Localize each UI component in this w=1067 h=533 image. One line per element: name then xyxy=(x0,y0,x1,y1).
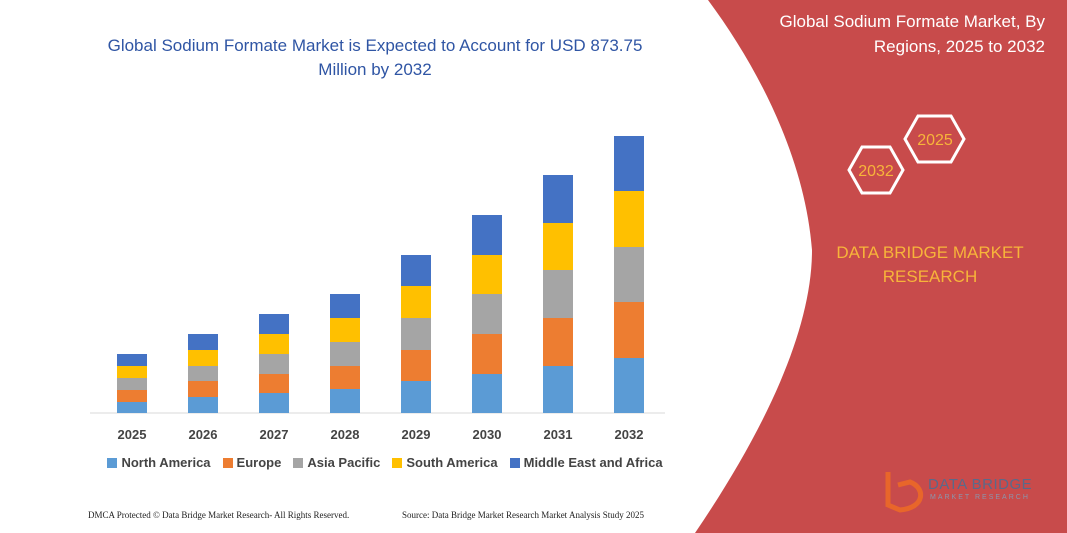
bar-segment xyxy=(330,318,360,342)
bar-segment xyxy=(117,366,147,378)
bar-segment xyxy=(117,378,147,390)
hexagon-label: 2025 xyxy=(917,132,953,149)
bar-segment xyxy=(117,402,147,413)
bar-segment xyxy=(401,350,431,381)
legend-swatch xyxy=(509,457,520,468)
bar-segment xyxy=(614,358,644,413)
bar-segment xyxy=(117,354,147,366)
logo-icon xyxy=(885,472,923,513)
bar-segment xyxy=(543,366,573,413)
legend-swatch xyxy=(293,457,304,468)
bar-segment xyxy=(330,342,360,366)
bar-segment xyxy=(188,334,218,350)
bar-segment xyxy=(543,175,573,223)
legend-item: South America xyxy=(392,455,498,470)
logo-name: DATA BRIDGE xyxy=(928,476,1033,493)
bar-segment xyxy=(259,354,289,374)
bar-segment xyxy=(188,397,218,413)
legend: North America Europe Asia Pacific South Ame… xyxy=(60,455,710,470)
hexagon xyxy=(847,145,905,195)
x-tick-label: 2032 xyxy=(615,427,644,442)
legend-swatch xyxy=(392,457,403,468)
x-tick-label: 2031 xyxy=(544,427,573,442)
legend-label: North America xyxy=(121,455,211,470)
bar-segment xyxy=(188,381,218,397)
x-tick-label: 2025 xyxy=(118,427,147,442)
legend-item: Asia Pacific xyxy=(293,455,380,470)
legend-label: South America xyxy=(406,455,498,470)
footer-right: Source: Data Bridge Market Research Mark… xyxy=(402,510,644,520)
bar-segment xyxy=(614,191,644,247)
hexagon xyxy=(903,114,966,164)
bar-segment xyxy=(543,318,573,366)
bar-segment xyxy=(614,247,644,302)
legend-item: Middle East and Africa xyxy=(509,455,663,470)
panel-title: Global Sodium Formate Market, By Regions… xyxy=(779,12,1045,56)
chart-title: Global Sodium Formate Market is Expected… xyxy=(107,36,643,79)
bar-segment xyxy=(259,334,289,354)
legend-swatch xyxy=(222,457,233,468)
bar-segment xyxy=(401,318,431,350)
bar-segment xyxy=(117,390,147,402)
bar-segment xyxy=(401,381,431,413)
bar-segment xyxy=(259,393,289,413)
bar-segment xyxy=(401,255,431,286)
bar-segment xyxy=(472,334,502,374)
bar-segment xyxy=(472,255,502,294)
legend-swatch xyxy=(107,457,118,468)
bar-segment xyxy=(472,374,502,413)
legend-item: Europe xyxy=(222,455,282,470)
bar-segment xyxy=(614,302,644,358)
bar-segment xyxy=(188,366,218,381)
x-tick-label: 2030 xyxy=(473,427,502,442)
bar-segment xyxy=(188,350,218,366)
hexagon-label: 2032 xyxy=(858,163,894,180)
x-tick-label: 2028 xyxy=(331,427,360,442)
side-panel xyxy=(695,0,1067,533)
logo-tagline: MARKET RESEARCH xyxy=(930,494,1030,501)
bar-segment xyxy=(543,223,573,270)
x-tick-label: 2026 xyxy=(189,427,218,442)
legend-label: Middle East and Africa xyxy=(523,455,663,470)
footer-left: DMCA Protected © Data Bridge Market Rese… xyxy=(88,510,350,520)
bar-segment xyxy=(330,366,360,389)
legend-item: North America xyxy=(107,455,211,470)
bar-segment xyxy=(543,270,573,318)
bar-segment xyxy=(472,215,502,255)
bar-segment xyxy=(614,136,644,191)
bar-segment xyxy=(401,286,431,318)
bar-segment xyxy=(472,294,502,334)
bar-segment xyxy=(259,314,289,334)
bar-segment xyxy=(330,389,360,413)
x-tick-label: 2027 xyxy=(260,427,289,442)
bar-segment xyxy=(259,374,289,393)
brand-text: DATA BRIDGE MARKET RESEARCH xyxy=(836,243,1024,286)
bar-segment xyxy=(330,294,360,318)
x-tick-label: 2029 xyxy=(402,427,431,442)
legend-label: Asia Pacific xyxy=(307,455,381,470)
legend-label: Europe xyxy=(236,455,282,470)
